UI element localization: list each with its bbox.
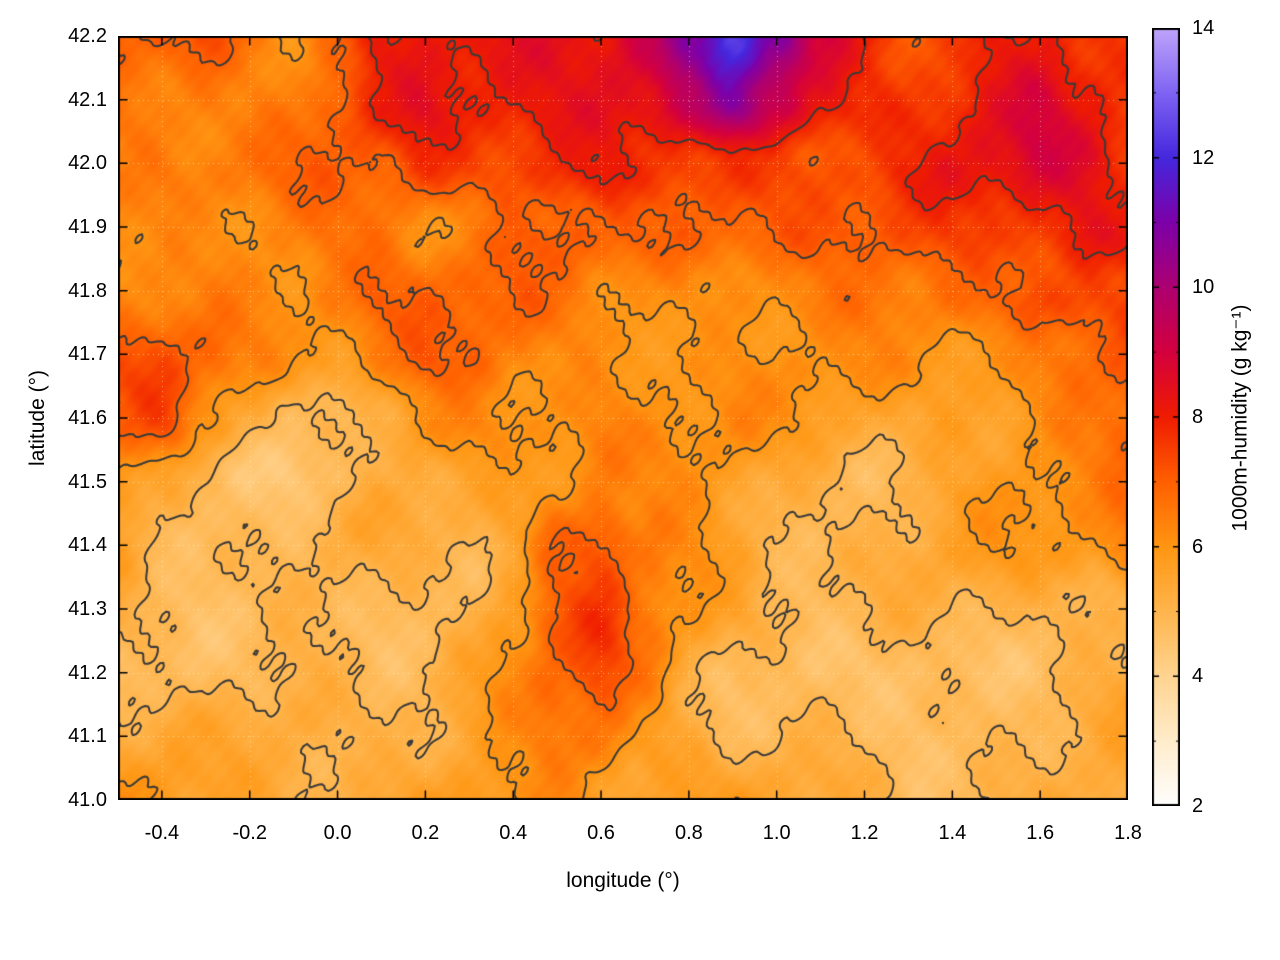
y-tick-label: 41.0: [68, 789, 107, 811]
colorbar-tick-label: 14: [1192, 17, 1215, 39]
y-tick-label: 41.1: [68, 725, 107, 748]
x-tick-label: 0.4: [499, 822, 528, 844]
y-tick-label: 41.5: [68, 470, 107, 493]
y-tick-label: 41.2: [68, 661, 107, 684]
colorbar-canvas: [1152, 28, 1180, 806]
colorbar-tick-label: 8: [1192, 406, 1204, 428]
colorbar-tick-label: 4: [1192, 665, 1204, 688]
y-axis-label: latitude (°): [26, 370, 49, 466]
colorbar-axis-label: 1000m-humidity (g kg⁻¹): [1228, 304, 1252, 532]
colorbar-tick-label: 2: [1192, 795, 1204, 817]
y-tick-label: 41.7: [68, 343, 107, 366]
x-tick-label: 0.8: [674, 822, 703, 844]
x-axis-label: longitude (°): [566, 869, 680, 892]
y-tick-label: 42.0: [68, 152, 107, 175]
x-tick-label: 1.8: [1114, 822, 1142, 844]
colorbar-tick-label: 12: [1192, 146, 1215, 169]
x-tick-label: 0.0: [323, 822, 352, 844]
y-tick-label: 41.8: [68, 279, 107, 302]
x-tick-label: 1.2: [850, 822, 879, 844]
x-tick-label: 0.6: [587, 822, 615, 844]
x-tick-label: 1.6: [1026, 822, 1055, 844]
x-tick-label: -0.4: [144, 822, 180, 844]
y-tick-label: 42.1: [68, 88, 107, 111]
y-tick-label: 41.9: [68, 216, 107, 238]
colorbar-tick-label: 10: [1192, 276, 1215, 299]
x-tick-label: 1.0: [762, 822, 791, 844]
colorbar-tick-label: 6: [1192, 535, 1204, 558]
y-tick-label: 42.2: [68, 25, 107, 47]
y-tick-label: 41.4: [68, 534, 107, 557]
y-tick-label: 41.3: [68, 598, 107, 620]
x-tick-label: 1.4: [938, 822, 967, 844]
heatmap-canvas: [118, 36, 1128, 800]
x-tick-label: -0.2: [232, 822, 267, 844]
x-tick-label: 0.2: [411, 822, 440, 844]
y-tick-label: 41.6: [68, 407, 107, 429]
